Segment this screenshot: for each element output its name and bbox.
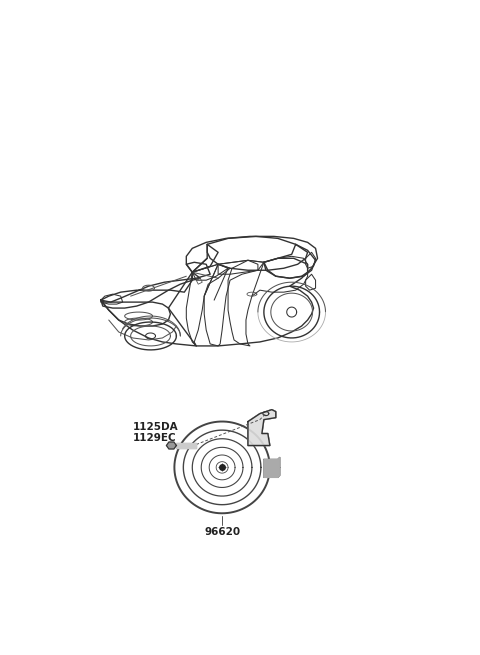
Polygon shape <box>176 443 196 449</box>
Text: 96620: 96620 <box>204 527 240 537</box>
Text: 1125DA: 1125DA <box>132 422 178 432</box>
Polygon shape <box>248 409 276 445</box>
Text: 1129EC: 1129EC <box>132 432 176 443</box>
Polygon shape <box>264 457 280 477</box>
Polygon shape <box>167 442 176 449</box>
